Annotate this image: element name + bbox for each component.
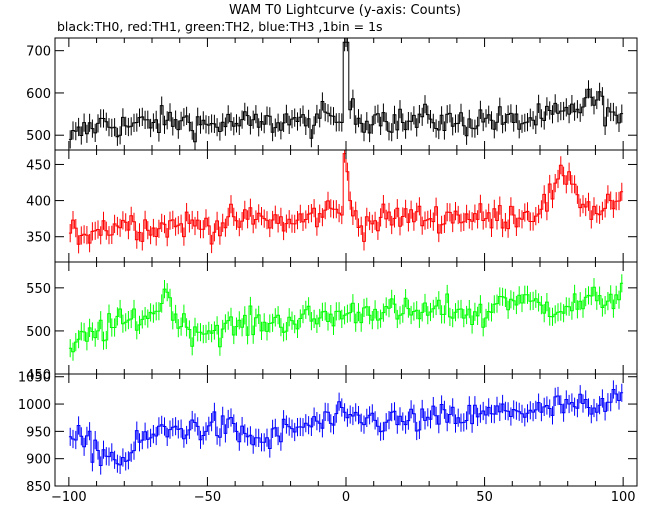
series-th1 [68,150,624,254]
x-tick-label: −100 [51,490,87,505]
chart-title: WAM T0 Lightcurve (y-axis: Counts) [229,3,461,18]
lightcurve-line-th3 [68,389,624,466]
x-tick-label: 0 [342,490,350,505]
series-th0 [68,38,624,150]
y-tick-label: 700 [26,45,51,60]
y-tick-label: 500 [26,129,51,144]
panel-th1: 350 400 450 [26,149,638,263]
lightcurve-line-th2 [68,282,624,353]
series-th2 [68,274,624,361]
y-tick-label: 350 [26,231,51,246]
y-tick-label: 900 [26,453,51,468]
x-tick-label: 50 [476,490,493,505]
y-tick-label: 500 [26,325,51,340]
chart-subtitle: black:TH0, red:TH1, green:TH2, blue:TH3 … [57,19,383,34]
y-tick-label: 550 [26,282,51,297]
x-axis: −100 −50 0 50 100 [51,490,636,505]
error-bars-th3 [69,380,623,475]
y-tick-label: 850 [26,480,51,495]
y-tick-label: 450 [26,368,51,383]
panel-stack: 500 600 700 350 400 450 450 500 550 850 900 950 1000… [18,37,638,495]
y-tick-label: 950 [26,425,51,440]
series-th3 [68,380,624,475]
lightcurve-line-th1 [68,153,624,245]
y-tick-label: 1050 [18,371,51,386]
panel-th0: 500 600 700 [26,37,638,151]
y-tick-label: 400 [26,195,51,210]
x-tick-label: 100 [611,490,636,505]
y-tick-label: 450 [26,158,51,173]
panel-frame [54,37,638,151]
y-tick-label: 1000 [18,398,51,413]
error-bars-th2 [69,274,623,361]
lightcurve-line-th0 [68,41,624,143]
error-bars-th0 [69,38,623,150]
panel-th3: 850 900 950 1000 1050 [18,371,638,495]
panel-frame [54,373,638,487]
y-tick-label: 600 [26,87,51,102]
x-tick-label: −50 [194,490,221,505]
panel-th2: 450 500 550 [26,261,638,383]
